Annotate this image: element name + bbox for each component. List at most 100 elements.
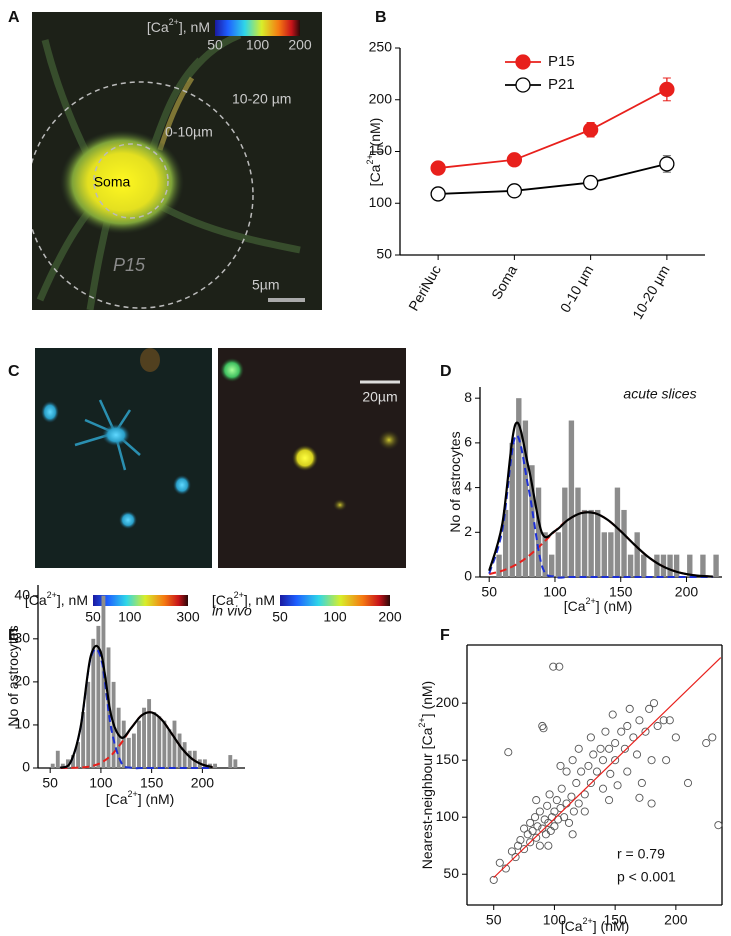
point [523,830,532,839]
marker [582,122,599,138]
fit-curve [488,434,713,579]
y-axis-label: No of astrocytes [5,625,21,726]
point [541,830,550,839]
x-tick-label: 100 [543,584,567,600]
marker [506,183,523,199]
y-axis-label-part: Nearest-neighbour [Ca [419,727,435,869]
x-axis-label-part: ] (nM) [596,598,633,614]
point [702,739,711,748]
colorbar-label-part: 2+ [234,590,244,600]
point [549,662,558,671]
y-axis-label-part: ] (nM) [367,118,383,155]
image-annotation: Soma [94,174,131,190]
point [572,778,581,788]
x-axis-label-part: 2+ [585,596,595,606]
regression-line [493,657,722,879]
bar [126,737,131,768]
bar [71,755,75,768]
colorbar [280,595,390,606]
point [489,875,498,884]
point [528,826,537,835]
y-axis-label-part: No of astrocytes [5,625,21,726]
point [562,767,571,776]
cell-process [157,76,195,151]
point [584,761,593,770]
annotation: r = 0.79 [617,846,665,862]
point [613,781,622,790]
point [535,807,544,816]
bar [116,707,121,768]
point [611,739,620,748]
bar [121,720,126,768]
point [577,767,586,776]
x-tick-label: 200 [675,584,699,600]
x-axis-label: [Ca2+] (nM) [564,596,633,613]
y-tick-label: 10 [14,716,30,732]
point [683,778,693,788]
cell [41,401,59,423]
y-tick-label: 30 [14,630,30,646]
point [596,744,605,753]
cell [378,430,400,450]
y-tick-label: 200 [436,694,460,710]
bar [673,554,680,577]
colorbar-tick-label: 50 [85,609,101,625]
point [617,727,626,736]
point [569,807,578,816]
bar [581,509,588,577]
marker [582,174,599,191]
y-tick-label: 100 [369,194,393,210]
y-axis-label-part: 2+ [417,717,427,727]
y-axis-label-part: ] (nM) [419,681,435,718]
bar [627,554,634,577]
cell [140,348,160,372]
x-axis-label-part: [Ca [106,791,128,807]
point [546,826,555,835]
point [543,801,552,810]
x-tick-label: 100 [543,912,567,928]
point [641,727,650,736]
x-tick-label: Soma [488,262,520,302]
bar [187,750,192,768]
legend-marker [515,77,531,93]
image-annotation: P15 [113,255,146,275]
marker [659,81,675,98]
bar [542,532,548,577]
bar [182,742,187,768]
point [611,756,620,765]
x-tick-label: 200 [191,775,215,791]
point [539,724,548,733]
y-tick-label: 250 [369,39,393,55]
point [629,733,638,742]
panel-label: F [440,627,450,644]
bar [233,759,238,768]
bar [131,733,136,768]
bar [213,763,218,768]
point [647,756,656,765]
bar [101,595,106,768]
point [574,799,583,808]
bar [50,763,55,768]
point [659,716,668,725]
bar [555,532,561,577]
series-line [438,163,668,195]
y-tick-label: 4 [464,478,472,494]
y-tick-label: 50 [376,246,392,262]
point [526,818,535,827]
image-annotation: 0-10µm [165,124,213,140]
bar [65,759,70,768]
cell [102,424,130,446]
y-tick-label: 50 [443,865,459,881]
micrograph-c-right [218,348,406,568]
point [574,744,583,753]
colorbar-tick-label: 100 [323,609,347,625]
point [598,756,608,765]
colorbar-tick-label: 50 [207,37,223,53]
bar [595,509,601,577]
cell [333,499,347,511]
colorbar-label-part: [Ca [212,592,234,608]
x-axis-label-part: 2+ [127,789,137,799]
point [550,807,559,816]
y-tick-label: 0 [464,568,472,584]
